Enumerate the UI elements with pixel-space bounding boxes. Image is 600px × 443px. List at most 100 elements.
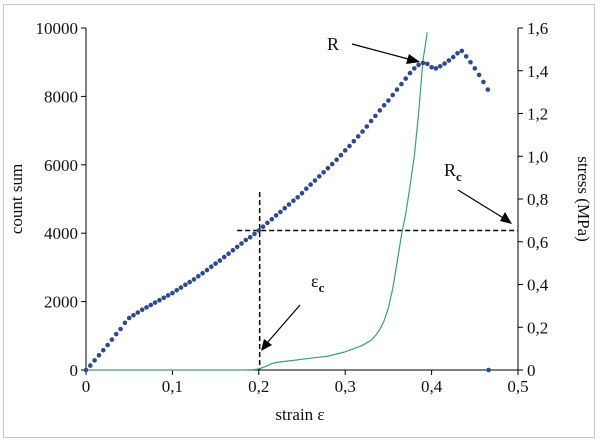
x-axis-label: strain ε — [275, 405, 324, 424]
count-sum-point — [308, 182, 313, 187]
count-sum-point — [92, 358, 97, 363]
count-sum-point — [157, 297, 162, 303]
count-sum-point — [269, 216, 275, 222]
left-y-tick-label: 8000 — [44, 87, 78, 106]
count-sum-point — [88, 363, 93, 368]
left-y-tick-label: 6000 — [44, 156, 78, 175]
count-sum-point — [161, 295, 167, 301]
count-sum-point — [403, 76, 409, 81]
count-sum-point — [187, 279, 192, 285]
count-sum-point — [416, 62, 421, 68]
x-tick-labels: 0 0,1 0,2 0,3 0,4 0,5 — [82, 370, 529, 396]
annotation-R: R — [327, 34, 339, 54]
count-sum-point — [256, 228, 262, 233]
count-sum-point — [334, 157, 339, 162]
annotation-R-arrowhead — [406, 54, 420, 64]
count-sum-point — [459, 48, 465, 54]
right-y-tick-label: 1,4 — [527, 62, 549, 81]
count-sum-point — [260, 224, 266, 229]
count-sum-point — [368, 118, 374, 124]
right-y-tick-label: 0,8 — [527, 190, 548, 209]
count-sum-point — [243, 237, 249, 243]
count-sum-point — [191, 277, 197, 282]
x-tick-label: 0,5 — [507, 377, 528, 396]
count-sum-point — [399, 81, 404, 87]
count-sum-point — [347, 143, 352, 149]
count-sum-point — [476, 72, 482, 78]
x-tick-label: 0,3 — [335, 377, 356, 396]
count-sum-point — [485, 87, 491, 92]
count-sum-point — [101, 347, 106, 353]
x-tick-label: 0,1 — [162, 377, 183, 396]
count-sum-point — [377, 108, 383, 113]
annotation-Rc-sub: c — [456, 169, 462, 184]
x-tick-label: 0,2 — [248, 377, 269, 396]
x-tick-label: 0,4 — [421, 377, 443, 396]
count-sum-point — [342, 148, 348, 153]
count-sum-point — [364, 124, 370, 129]
count-sum-point — [420, 60, 426, 66]
count-sum-point — [450, 54, 456, 60]
annotation-Rc-arrowhead — [500, 212, 512, 224]
count-sum-point — [355, 134, 361, 139]
count-sum-point — [299, 190, 305, 196]
count-sum-point — [209, 264, 214, 270]
count-sum-point — [239, 241, 244, 246]
left-y-tick-label: 2000 — [44, 293, 78, 312]
count-sum-point — [126, 315, 132, 321]
count-sum-point — [131, 313, 136, 318]
count-sum-point — [437, 64, 443, 69]
count-sum-point — [230, 248, 236, 253]
count-sum-series-points — [83, 48, 491, 373]
count-sum-point — [278, 209, 283, 215]
count-sum-point — [273, 213, 279, 218]
count-sum-point — [286, 202, 292, 207]
count-sum-point — [486, 367, 491, 373]
count-sum-point — [351, 138, 357, 144]
right-y-tick-label: 1,6 — [527, 19, 548, 38]
count-sum-point — [360, 129, 365, 134]
right-y-tick-label: 1,2 — [527, 105, 548, 124]
stress-series-line — [86, 32, 428, 371]
annotation-R-arrow — [351, 43, 413, 61]
count-sum-point — [390, 92, 396, 98]
count-sum-point — [200, 270, 205, 276]
count-sum-point — [329, 161, 335, 167]
annotation-eps-c-arrow — [266, 304, 301, 344]
count-sum-point — [265, 220, 270, 226]
count-sum-point — [304, 186, 309, 191]
count-sum-point — [412, 66, 417, 71]
count-sum-point — [217, 258, 223, 263]
count-sum-point — [291, 198, 296, 203]
count-sum-point — [178, 285, 184, 290]
annotation-Rc-main: R — [444, 160, 456, 180]
annotation-eps-c-sub: c — [319, 280, 325, 295]
count-sum-point — [213, 261, 218, 266]
count-sum-point — [221, 254, 227, 260]
count-sum-point — [386, 98, 391, 103]
right-y-tick-label: 0 — [527, 361, 536, 380]
count-sum-point — [481, 79, 486, 85]
count-sum-point — [407, 70, 413, 76]
count-sum-point — [252, 231, 257, 237]
count-sum-point — [96, 353, 102, 358]
annotation-eps-c: εc — [311, 271, 325, 295]
count-sum-point — [312, 178, 318, 183]
count-sum-point — [139, 307, 145, 313]
chart-frame — [3, 4, 595, 438]
count-sum-point — [373, 113, 378, 119]
left-y-axis-label: count sum — [7, 164, 26, 234]
count-sum-point — [234, 244, 240, 250]
annotation-Rc-arrow — [457, 189, 506, 220]
count-sum-point — [455, 51, 460, 56]
count-sum-point — [183, 282, 188, 288]
count-sum-point — [204, 267, 210, 273]
count-sum-point — [442, 61, 447, 66]
right-y-tick-label: 0,2 — [527, 318, 548, 337]
annotation-Rc: Rc — [444, 160, 462, 184]
right-y-tick-label: 1,0 — [527, 147, 548, 166]
left-y-tick-label: 0 — [70, 361, 79, 380]
count-sum-point — [446, 58, 452, 63]
count-sum-point — [226, 251, 231, 256]
